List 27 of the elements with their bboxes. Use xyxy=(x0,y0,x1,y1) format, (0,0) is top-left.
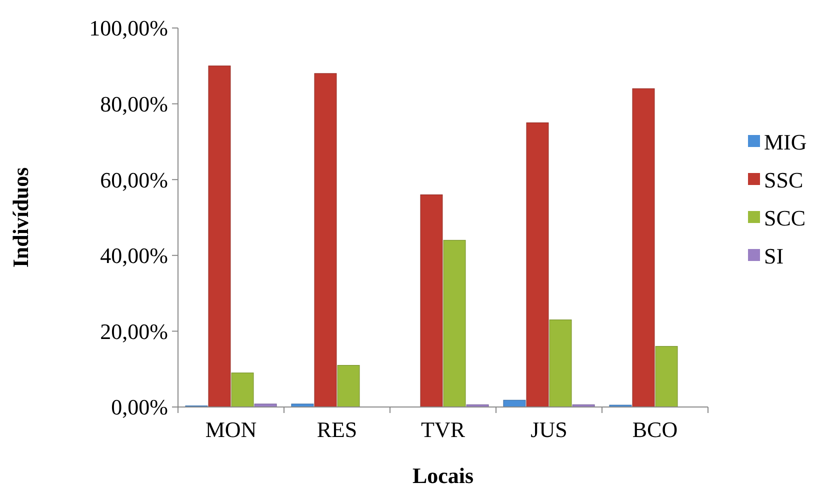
y-tick-label: 80,00% xyxy=(100,92,168,116)
y-tick-label: 40,00% xyxy=(100,243,168,268)
bar xyxy=(655,346,678,408)
x-tick-label: BCO xyxy=(632,417,678,442)
bar xyxy=(443,240,466,408)
bar xyxy=(314,73,337,408)
bar xyxy=(526,122,549,408)
x-tick-label: MON xyxy=(205,417,257,442)
y-tick-label: 100,00% xyxy=(89,16,168,41)
x-tick-label: RES xyxy=(316,417,358,442)
bar xyxy=(337,365,360,408)
x-axis-title: Locais xyxy=(412,463,474,488)
legend-label: SI xyxy=(764,244,784,269)
bar xyxy=(632,88,655,408)
legend-label: MIG xyxy=(764,130,807,155)
x-tick-label: TVR xyxy=(421,417,466,442)
bar xyxy=(231,372,254,408)
bar xyxy=(208,66,231,408)
bar xyxy=(549,320,572,408)
legend-label: SSC xyxy=(764,168,804,193)
y-axis-title: Indivíduos xyxy=(8,166,33,268)
x-tick-label: JUS xyxy=(530,417,568,442)
y-tick-label: 20,00% xyxy=(100,318,168,344)
y-tick-label: 0,00% xyxy=(111,394,168,420)
legend-label: SCC xyxy=(764,206,806,231)
y-tick-label: 60,00% xyxy=(100,167,168,192)
bar xyxy=(420,194,443,408)
